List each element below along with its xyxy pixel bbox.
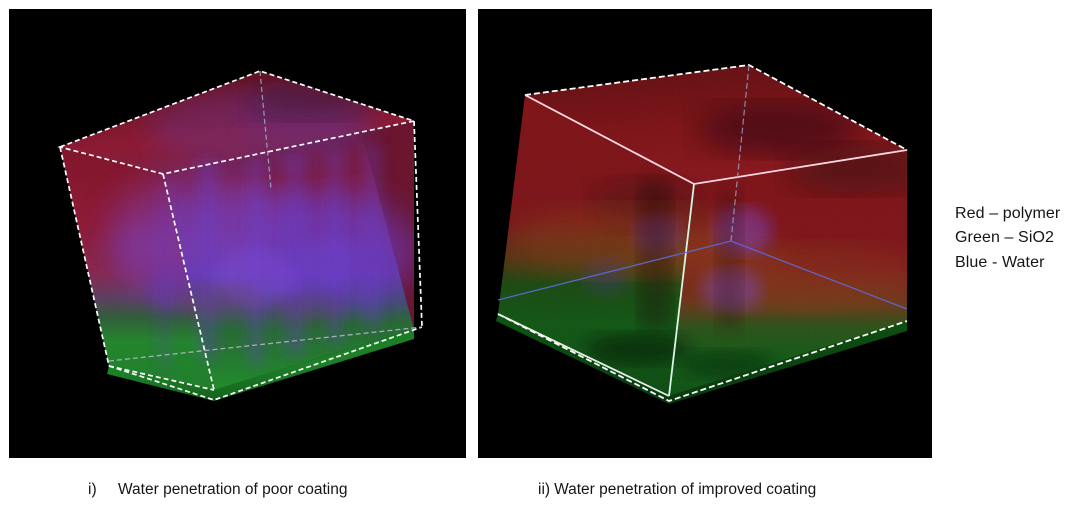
- caption-number-i: i): [88, 481, 97, 498]
- bounding-box-wireframe-poor: [57, 70, 423, 401]
- volume-render-improved-coating: [478, 9, 932, 458]
- figure-panel-improved-coating: [478, 9, 932, 458]
- caption-improved-coating: ii) Water penetration of improved coating: [538, 481, 816, 500]
- caption-text-ii: Water penetration of improved coating: [554, 481, 817, 498]
- channel-legend: Red – polymer Green – SiO2 Blue - Water: [955, 202, 1060, 275]
- caption-poor-coating: i) Water penetration of poor coating: [88, 481, 347, 500]
- bounding-box-wireframe-improved: [497, 64, 908, 402]
- legend-entry-blue: Blue - Water: [955, 253, 1045, 271]
- legend-entry-green: Green – SiO2: [955, 229, 1055, 247]
- legend-entry-red: Red – polymer: [955, 205, 1061, 222]
- volume-render-poor-coating: [9, 9, 466, 458]
- caption-text-i: Water penetration of poor coating: [118, 481, 348, 498]
- figure-panel-poor-coating: [9, 9, 466, 458]
- water-pockets-improved: [498, 65, 907, 396]
- caption-number-ii: ii): [538, 481, 551, 498]
- water-diffusion-poor: [60, 71, 414, 390]
